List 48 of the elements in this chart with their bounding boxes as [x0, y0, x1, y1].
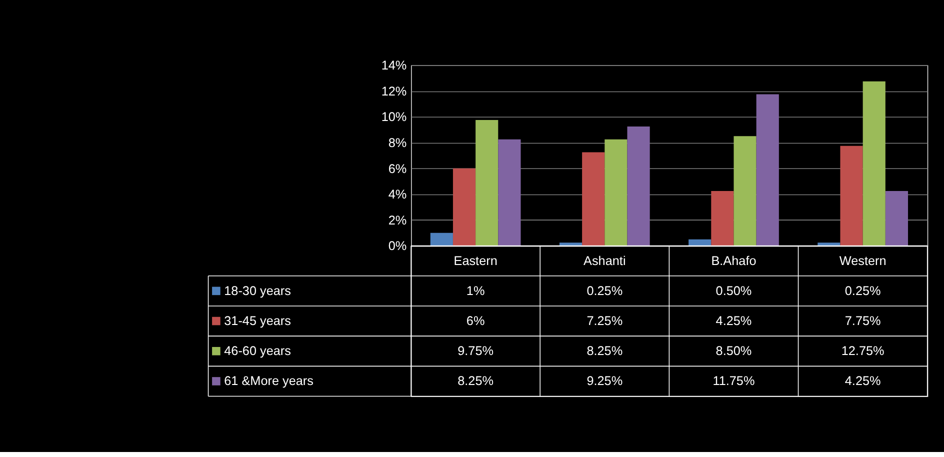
data-label: 1%: [466, 284, 485, 298]
data-label: 4.25%: [716, 314, 752, 328]
data-label: 7.75%: [844, 314, 881, 328]
x-tick-label: Ashanti: [584, 254, 626, 268]
data-label: 4.25%: [844, 374, 881, 388]
bar: [756, 94, 779, 246]
y-tick-label: 8%: [388, 136, 407, 150]
y-tick-label: 0%: [388, 239, 407, 254]
bar: [818, 242, 840, 246]
data-label: 6%: [466, 314, 485, 328]
y-tick-label: 4%: [388, 188, 407, 202]
data-label: 8.25%: [586, 344, 623, 358]
bar: [711, 190, 734, 246]
legend-label: 31-45 years: [224, 314, 291, 328]
bar: [430, 232, 453, 246]
data-label: 0.50%: [716, 284, 752, 298]
data-label: 0.25%: [586, 284, 623, 298]
legend-label: 46-60 years: [224, 344, 291, 358]
bar: [604, 139, 628, 246]
data-label: 11.75%: [712, 374, 755, 388]
data-label: 8.25%: [458, 374, 494, 388]
bar: [840, 146, 863, 246]
legend-label: 18-30 years: [224, 284, 291, 298]
x-tick-label: Western: [839, 254, 886, 268]
bar: [559, 242, 582, 246]
y-tick-label: 14%: [381, 58, 407, 73]
data-label: 12.75%: [841, 344, 884, 358]
bar: [627, 126, 650, 246]
data-label: 0.25%: [844, 284, 881, 298]
bar: [862, 81, 886, 246]
y-tick-label: 10%: [381, 110, 407, 124]
bar: [688, 239, 712, 246]
y-tick-label: 2%: [388, 213, 407, 228]
bar: [452, 168, 476, 246]
x-tick-label: B.Ahafo: [711, 254, 756, 268]
bar: [582, 152, 605, 246]
data-label: 9.25%: [586, 374, 623, 388]
data-label: 8.50%: [716, 344, 752, 358]
bar: [885, 190, 908, 246]
legend-label: 61 &More years: [224, 374, 314, 388]
bar: [476, 120, 498, 246]
x-tick-label: Eastern: [454, 254, 498, 268]
y-tick-label: 12%: [381, 84, 407, 98]
data-label: 7.25%: [586, 314, 623, 328]
bar: [734, 136, 756, 246]
y-tick-label: 6%: [388, 162, 407, 176]
bar: [498, 139, 521, 246]
data-label: 9.75%: [458, 344, 494, 358]
